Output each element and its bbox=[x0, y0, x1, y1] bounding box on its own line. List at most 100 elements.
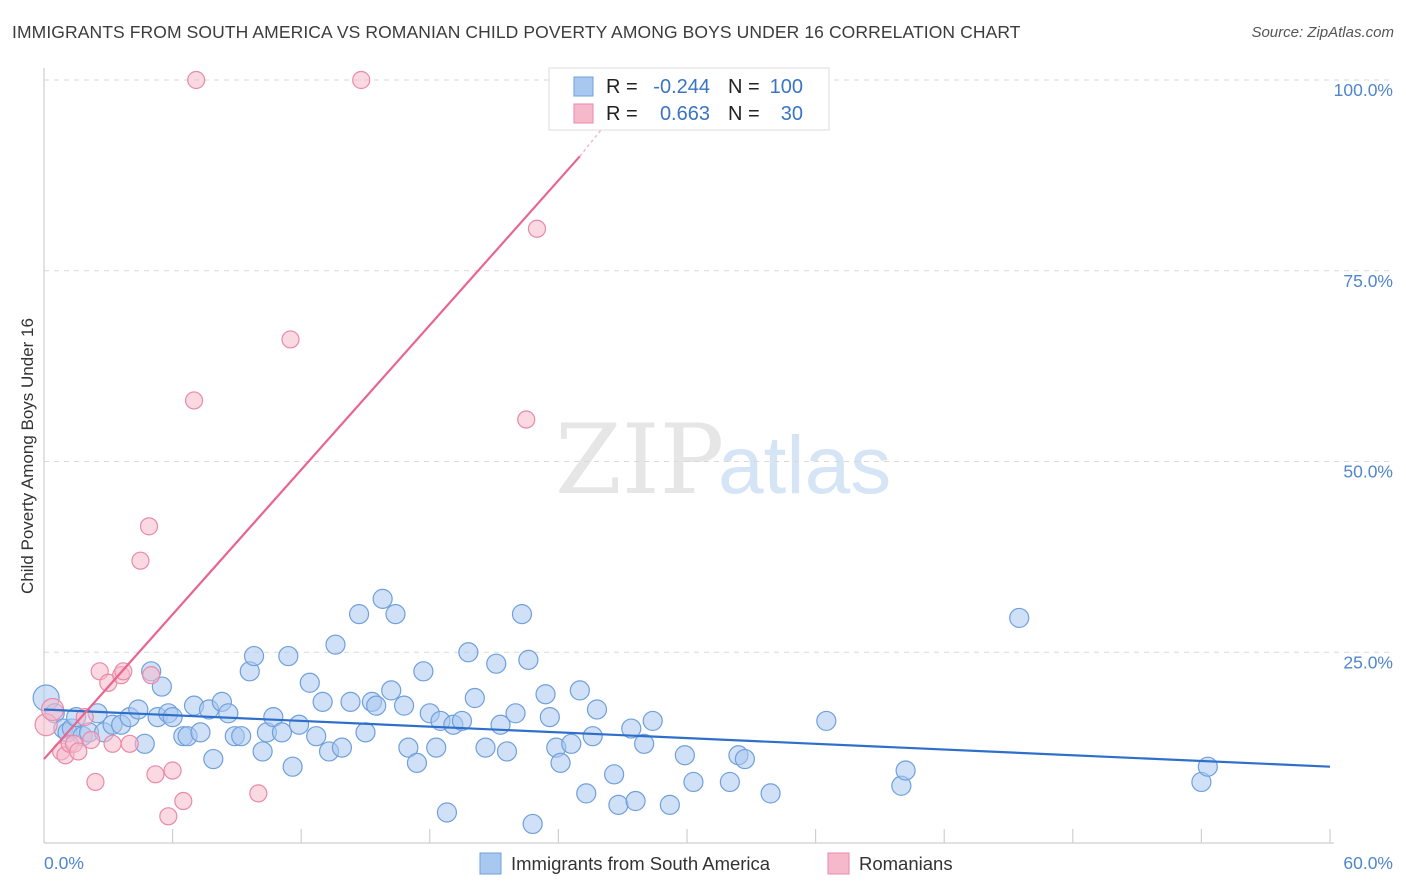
point-immigrants bbox=[458, 642, 479, 663]
legend-bottom-label-romanians: Romanians bbox=[859, 853, 953, 874]
point-romanians bbox=[75, 708, 94, 727]
point-immigrants bbox=[561, 733, 582, 754]
point-immigrants bbox=[190, 722, 211, 743]
point-immigrants bbox=[550, 752, 571, 773]
point-immigrants bbox=[231, 726, 252, 747]
point-romanians bbox=[69, 742, 88, 761]
point-immigrants bbox=[816, 710, 837, 732]
legend-top: R = -0.244 N = 100 R = 0.663 N = 30 bbox=[548, 67, 830, 131]
watermark-zip: ZIP bbox=[555, 404, 724, 516]
point-romanians bbox=[146, 765, 165, 784]
point-romanians bbox=[142, 666, 161, 685]
point-immigrants bbox=[218, 703, 239, 724]
point-immigrants bbox=[683, 771, 704, 793]
trend-line-romanians-extension bbox=[579, 129, 602, 157]
legend-r-value-2: 0.663 bbox=[660, 103, 710, 125]
point-romanians bbox=[527, 219, 547, 238]
point-immigrants bbox=[734, 748, 755, 770]
point-romanians bbox=[281, 330, 300, 349]
legend-n-value-2: 30 bbox=[781, 103, 803, 125]
point-immigrants bbox=[511, 603, 533, 625]
point-immigrants bbox=[331, 737, 353, 758]
point-immigrants bbox=[162, 707, 183, 728]
point-immigrants bbox=[625, 790, 646, 812]
chart-title: IMMIGRANTS FROM SOUTH AMERICA VS ROMANIA… bbox=[12, 22, 1021, 42]
point-immigrants bbox=[464, 687, 485, 709]
point-romanians bbox=[174, 791, 193, 811]
point-immigrants bbox=[586, 699, 608, 720]
point-immigrants bbox=[406, 752, 428, 773]
point-romanians bbox=[139, 517, 159, 536]
source-label: Source: ZipAtlas.com bbox=[1251, 24, 1394, 41]
point-immigrants bbox=[413, 661, 434, 682]
point-immigrants bbox=[282, 756, 303, 777]
point-immigrants bbox=[451, 710, 473, 732]
point-immigrants bbox=[203, 748, 224, 770]
point-romanians bbox=[163, 761, 182, 780]
legend-bottom-swatch-blue bbox=[479, 852, 502, 875]
point-romanians bbox=[82, 730, 101, 750]
y-tick-label: 75.0% bbox=[1343, 271, 1393, 291]
point-immigrants bbox=[634, 733, 655, 754]
point-immigrants bbox=[348, 603, 370, 625]
legend-n-label-2: N = bbox=[728, 103, 760, 125]
point-immigrants bbox=[299, 672, 320, 693]
point-immigrants bbox=[372, 588, 393, 609]
point-romanians bbox=[120, 734, 139, 753]
legend-swatch-blue bbox=[573, 76, 594, 97]
point-immigrants bbox=[436, 802, 458, 823]
y-tick-label: 50.0% bbox=[1343, 462, 1393, 482]
point-immigrants bbox=[604, 764, 625, 785]
point-immigrants bbox=[582, 726, 603, 747]
legend-r-value-1: -0.244 bbox=[653, 76, 710, 98]
y-axis-title: Child Poverty Among Boys Under 16 bbox=[18, 318, 37, 594]
point-immigrants bbox=[496, 741, 518, 762]
point-immigrants bbox=[271, 722, 293, 743]
point-immigrants bbox=[674, 745, 695, 766]
point-immigrants bbox=[475, 737, 496, 758]
point-romanians bbox=[517, 410, 536, 429]
y-tick-label: 100.0% bbox=[1334, 80, 1393, 100]
legend-n-label-1: N = bbox=[728, 76, 760, 98]
point-immigrants bbox=[398, 737, 419, 758]
point-immigrants bbox=[393, 695, 415, 716]
trend-line-immigrants bbox=[43, 708, 1331, 768]
x-tick-label-min: 0.0% bbox=[44, 853, 84, 873]
point-immigrants bbox=[312, 691, 333, 712]
point-immigrants bbox=[642, 710, 663, 732]
y-tick-labels: 25.0% 50.0% 75.0% 100.0% bbox=[1334, 80, 1393, 672]
point-romanians bbox=[86, 772, 105, 792]
legend-top-box bbox=[548, 67, 830, 131]
watermark-atlas: atlas bbox=[718, 420, 891, 511]
point-romanians bbox=[103, 734, 122, 753]
trend-line-romanians bbox=[43, 155, 581, 760]
point-immigrants bbox=[426, 737, 447, 758]
point-immigrants bbox=[621, 718, 642, 739]
point-romanians bbox=[249, 784, 268, 803]
point-immigrants bbox=[518, 649, 539, 670]
gridlines bbox=[44, 79, 1394, 653]
point-immigrants bbox=[608, 794, 629, 815]
trend-lines bbox=[43, 129, 1331, 768]
point-immigrants bbox=[385, 603, 406, 625]
point-immigrants bbox=[539, 707, 560, 728]
x-tick-label-max: 60.0% bbox=[1343, 853, 1393, 873]
point-immigrants bbox=[576, 783, 597, 804]
legend-swatch-pink bbox=[573, 103, 594, 124]
point-immigrants bbox=[719, 771, 740, 793]
point-immigrants bbox=[659, 794, 680, 815]
point-immigrants bbox=[760, 783, 781, 804]
point-romanians bbox=[184, 391, 204, 410]
point-immigrants bbox=[263, 707, 284, 728]
legend-bottom: Immigrants from South America Romanians bbox=[479, 852, 953, 875]
point-immigrants bbox=[381, 680, 402, 701]
point-immigrants bbox=[895, 760, 916, 781]
point-immigrants bbox=[522, 813, 543, 835]
point-immigrants bbox=[306, 726, 327, 747]
legend-bottom-label-immigrants: Immigrants from South America bbox=[511, 853, 771, 874]
x-axis-ticks bbox=[172, 829, 1331, 843]
point-immigrants bbox=[340, 691, 361, 712]
point-immigrants bbox=[1009, 607, 1030, 629]
y-tick-label: 25.0% bbox=[1343, 652, 1393, 672]
point-immigrants bbox=[278, 645, 299, 667]
